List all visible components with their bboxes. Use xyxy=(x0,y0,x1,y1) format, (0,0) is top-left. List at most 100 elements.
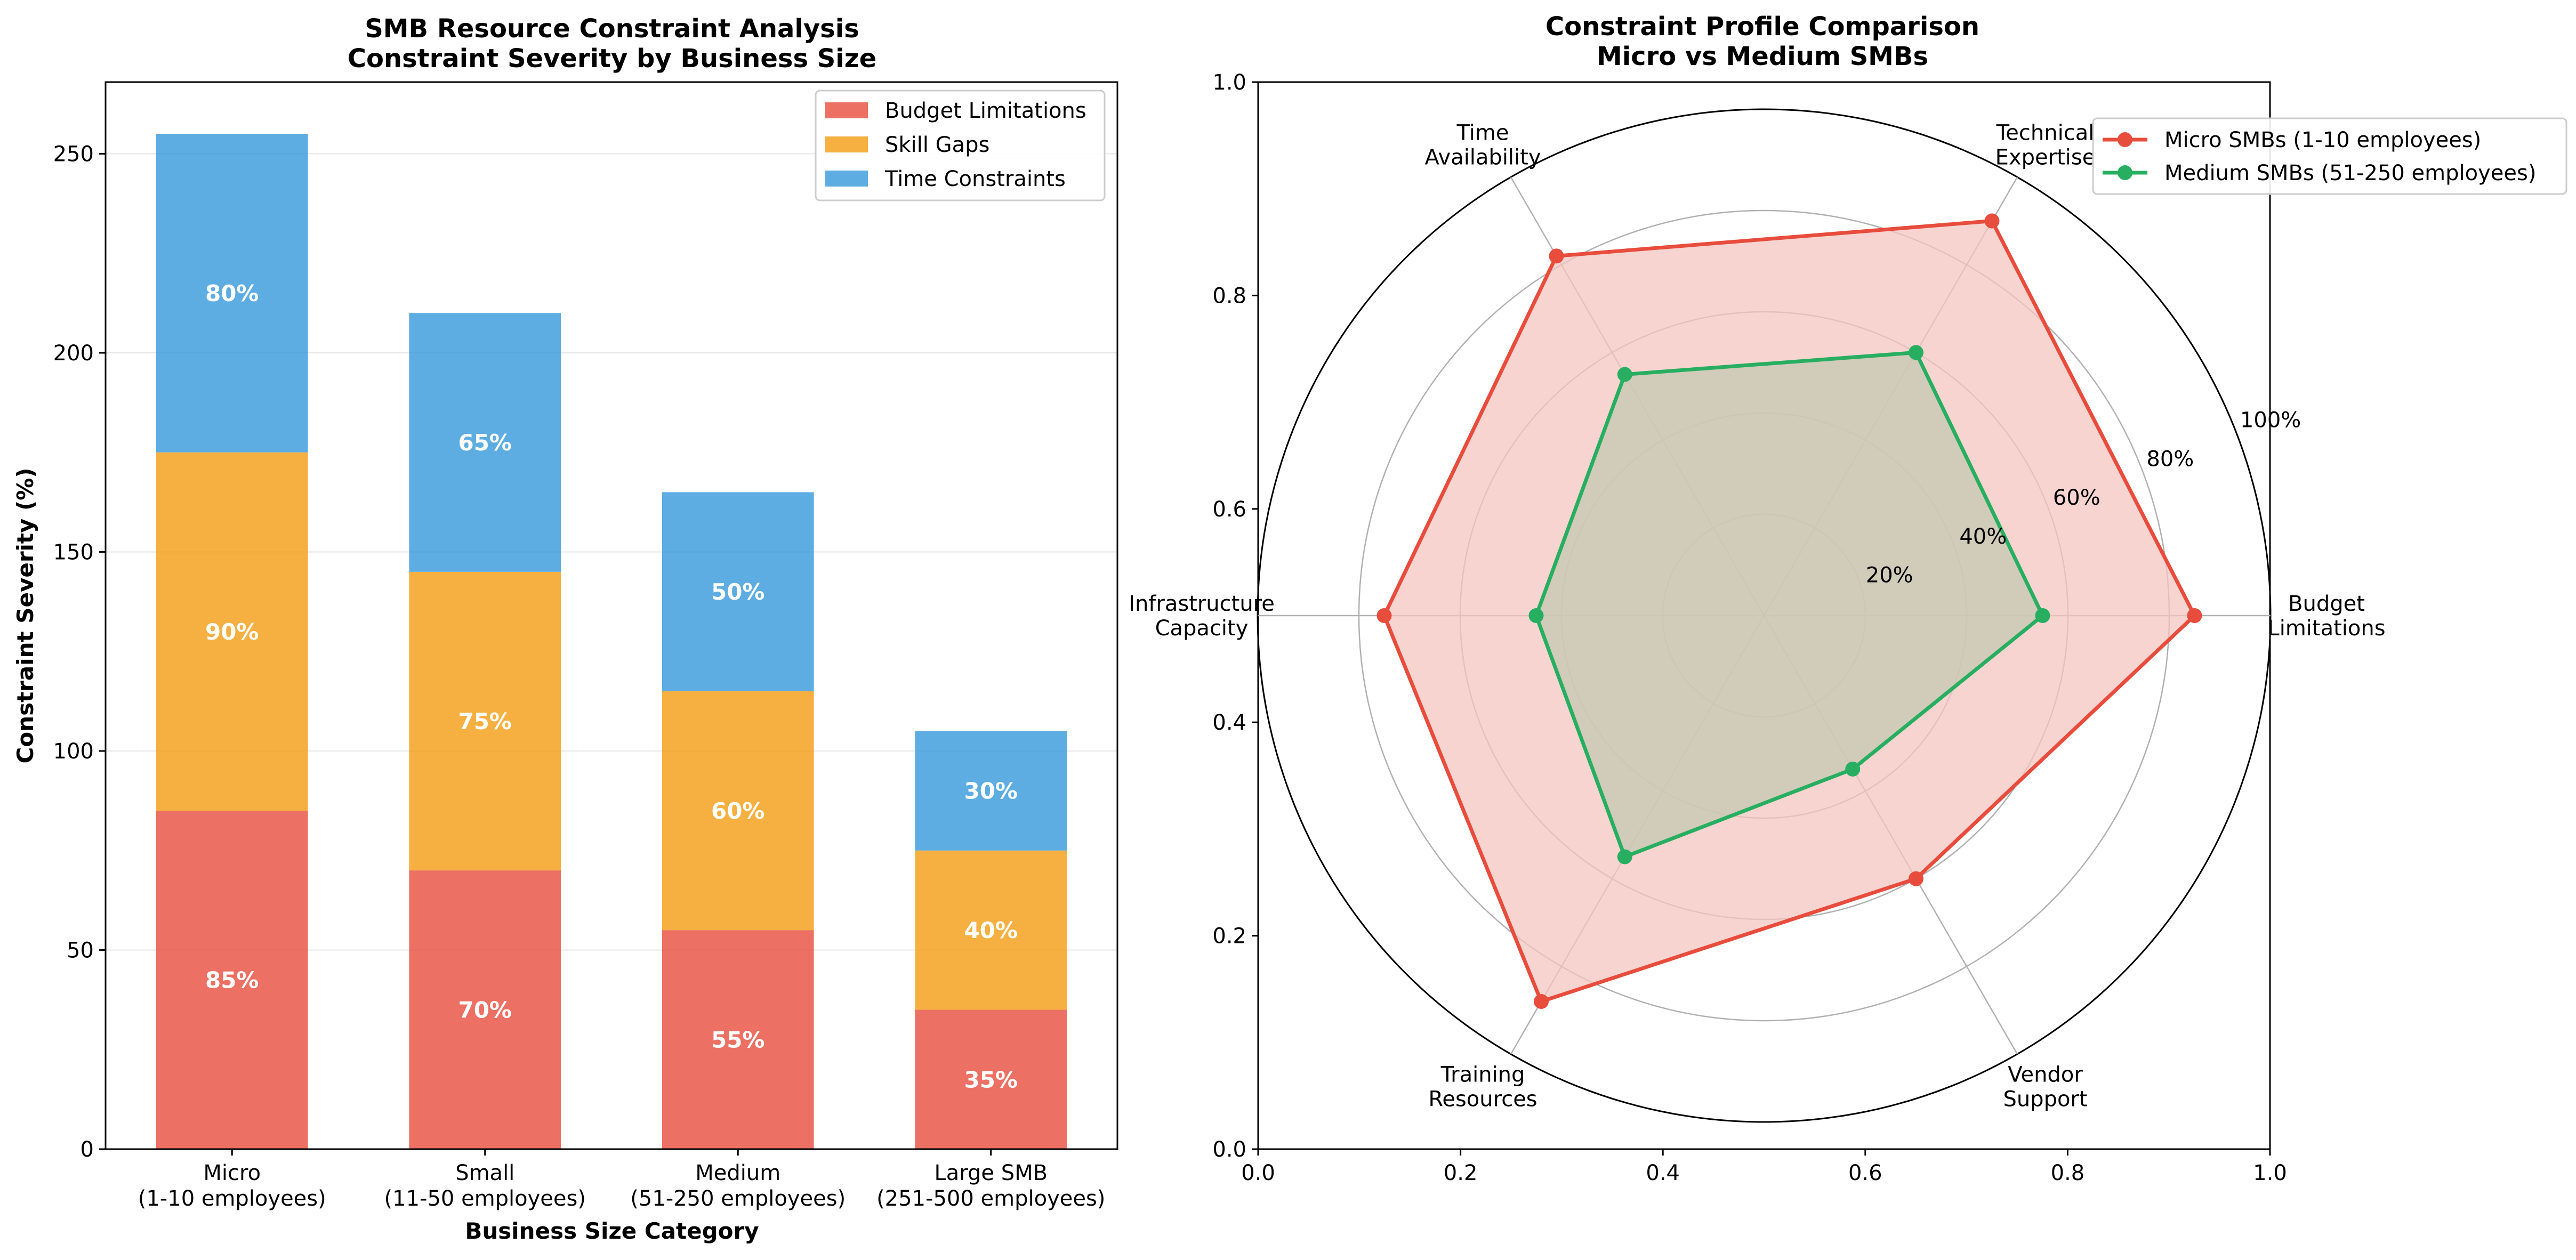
radar-radial-tick-label: 40% xyxy=(1959,524,2007,549)
radar-radial-tick-labels: 20% 40% 60% 80% 100% xyxy=(1866,408,2301,588)
radar-point xyxy=(1909,345,1923,360)
radar-radial-tick-label: 60% xyxy=(2053,486,2100,510)
radar-point xyxy=(2187,608,2202,623)
radar-axis-label: Training xyxy=(1440,1062,1525,1087)
radar-legend-marker xyxy=(2118,165,2132,180)
bar-value-label: 90% xyxy=(205,619,259,645)
bar-segment xyxy=(156,811,308,1149)
bar-value-label: 30% xyxy=(964,778,1018,804)
bar-y-axis-label: Constraint Severity (%) xyxy=(12,468,38,764)
bar-segment xyxy=(156,452,308,811)
bar-value-label: 55% xyxy=(711,1027,765,1053)
bar-value-label: 75% xyxy=(458,708,512,734)
radar-frame-x-tick-label: 0.8 xyxy=(2051,1161,2085,1185)
radar-frame-y-tick-label: 0.2 xyxy=(1212,924,1246,949)
radar-frame-y-tick-label: 1.0 xyxy=(1212,70,1246,95)
bar-y-tick-label: 50 xyxy=(67,938,94,963)
bar-segment xyxy=(662,930,814,1149)
radar-axis-label: Budget xyxy=(2288,592,2365,616)
bar-segment xyxy=(915,1009,1067,1149)
bar-legend-label: Time Constraints xyxy=(884,167,1066,191)
bar-y-tick-label: 0 xyxy=(80,1137,94,1162)
radar-frame-y-tick-label: 0.6 xyxy=(1212,497,1246,522)
radar-area xyxy=(1536,352,2043,857)
radar-frame-x-tick-label: 0.6 xyxy=(1848,1161,1882,1185)
bar-category-label: (11-50 employees) xyxy=(384,1186,586,1211)
bar-legend-swatch xyxy=(825,171,868,187)
bar-y-ticks: 0 50 100 150 200 250 xyxy=(53,142,106,1162)
radar-legend: Micro SMBs (1-10 employees) Medium SMBs (… xyxy=(2092,117,2567,195)
bar-value-label: 70% xyxy=(458,997,512,1023)
radar-frame-y-tick-label: 0.0 xyxy=(1212,1137,1246,1162)
radar-axis-label: Resources xyxy=(1428,1087,1537,1111)
radar-frame-ticks: 0.00.0 0.2 0.2 0.4 0.4 0.6 0.6 0.8 0.8 1.0 1.0 xyxy=(1212,70,2287,1185)
bar-segment xyxy=(915,850,1067,1010)
radar-point xyxy=(1528,608,1544,623)
bar-value-labels: 85% 90% 80% 70% 75% 65% 55% 60% 50% 35% 40% 30% xyxy=(205,280,1018,1093)
radar-axis-label: Time xyxy=(1456,121,1509,146)
radar-legend-frame xyxy=(2092,117,2567,195)
radar-axis-label: Technical xyxy=(1996,121,2095,146)
radar-chart-subtitle: Micro vs Medium SMBs xyxy=(1597,42,1928,71)
bar-category-label: (251-500 employees) xyxy=(876,1186,1105,1211)
radar-point xyxy=(1549,248,1564,264)
stacked-bar-chart: SMB Resource Constraint Analysis Constra… xyxy=(12,14,1118,1244)
radar-point xyxy=(1617,367,1632,382)
radar-series xyxy=(1376,213,2202,1009)
bar-category-label: Large SMB xyxy=(934,1161,1048,1185)
bar-y-tick-label: 200 xyxy=(53,341,94,366)
radar-point xyxy=(2035,608,2050,623)
radar-frame-x-tick-label: 1.0 xyxy=(2253,1161,2287,1185)
bar-category-label: Micro xyxy=(203,1161,261,1185)
radar-point xyxy=(1845,761,1861,777)
bar-legend-label: Skill Gaps xyxy=(885,133,989,157)
radar-axis-label: Vendor xyxy=(2008,1062,2083,1087)
bar-legend-frame xyxy=(815,90,1106,201)
bar-segment xyxy=(409,571,561,871)
radar-frame-x-tick-label: 0.2 xyxy=(1444,1161,1478,1185)
bar-segment xyxy=(156,134,308,453)
bar-chart-subtitle: Constraint Severity by Business Size xyxy=(348,44,877,74)
bar-segment xyxy=(662,492,814,691)
bar-legend-label: Budget Limitations xyxy=(885,99,1086,123)
bar-category-label: (1-10 employees) xyxy=(138,1186,326,1211)
radar-frame-y-tick-label: 0.8 xyxy=(1212,284,1246,308)
bar-chart-title: SMB Resource Constraint Analysis xyxy=(365,14,859,44)
radar-radial-tick-label: 80% xyxy=(2146,447,2194,471)
bar-category-label: Medium xyxy=(695,1161,780,1185)
radar-legend-label: Medium SMBs (51-250 employees) xyxy=(2164,161,2536,185)
bar-segment xyxy=(409,870,561,1149)
radar-axis-label: Availability xyxy=(1424,146,1541,170)
bar-segment xyxy=(915,731,1067,851)
radar-point xyxy=(1617,849,1632,865)
radar-legend-label: Micro SMBs (1-10 employees) xyxy=(2164,128,2481,152)
bar-value-label: 85% xyxy=(205,967,259,994)
bar-category-label: Small xyxy=(455,1161,514,1185)
radar-axis-label: Infrastructure xyxy=(1129,592,1275,616)
radar-axis-label: Limitations xyxy=(2267,616,2385,641)
radar-frame-x-tick-label: 0.0 xyxy=(1241,1161,1275,1185)
bar-x-axis-label: Business Size Category xyxy=(465,1218,759,1244)
radar-legend-marker xyxy=(2118,132,2132,147)
bar-plot-frame xyxy=(104,81,1118,1150)
bar-legend: Budget Limitations Skill Gaps Time Constra… xyxy=(815,90,1106,201)
radar-axis-label: Support xyxy=(2003,1087,2087,1111)
bar-marks xyxy=(156,134,1067,1149)
radar-point xyxy=(1909,871,1923,886)
bar-y-tick-label: 250 xyxy=(53,142,94,166)
radar-axis-label: Capacity xyxy=(1155,616,1249,641)
radar-radial-tick-label: 100% xyxy=(2240,408,2301,433)
bar-legend-swatch xyxy=(825,136,868,152)
radar-point xyxy=(1984,213,2000,229)
bar-y-tick-label: 150 xyxy=(53,540,94,564)
bar-segment xyxy=(662,691,814,931)
radar-point xyxy=(1534,994,1549,1009)
radar-point xyxy=(1376,608,1392,623)
bar-x-ticks: Micro(1-10 employees) Small(11-50 employe… xyxy=(138,1149,1105,1211)
bar-value-label: 40% xyxy=(964,917,1018,943)
radar-axis-label: Expertise xyxy=(1995,146,2096,170)
bar-value-label: 50% xyxy=(711,579,765,605)
bar-category-label: (51-250 employees) xyxy=(630,1186,846,1211)
